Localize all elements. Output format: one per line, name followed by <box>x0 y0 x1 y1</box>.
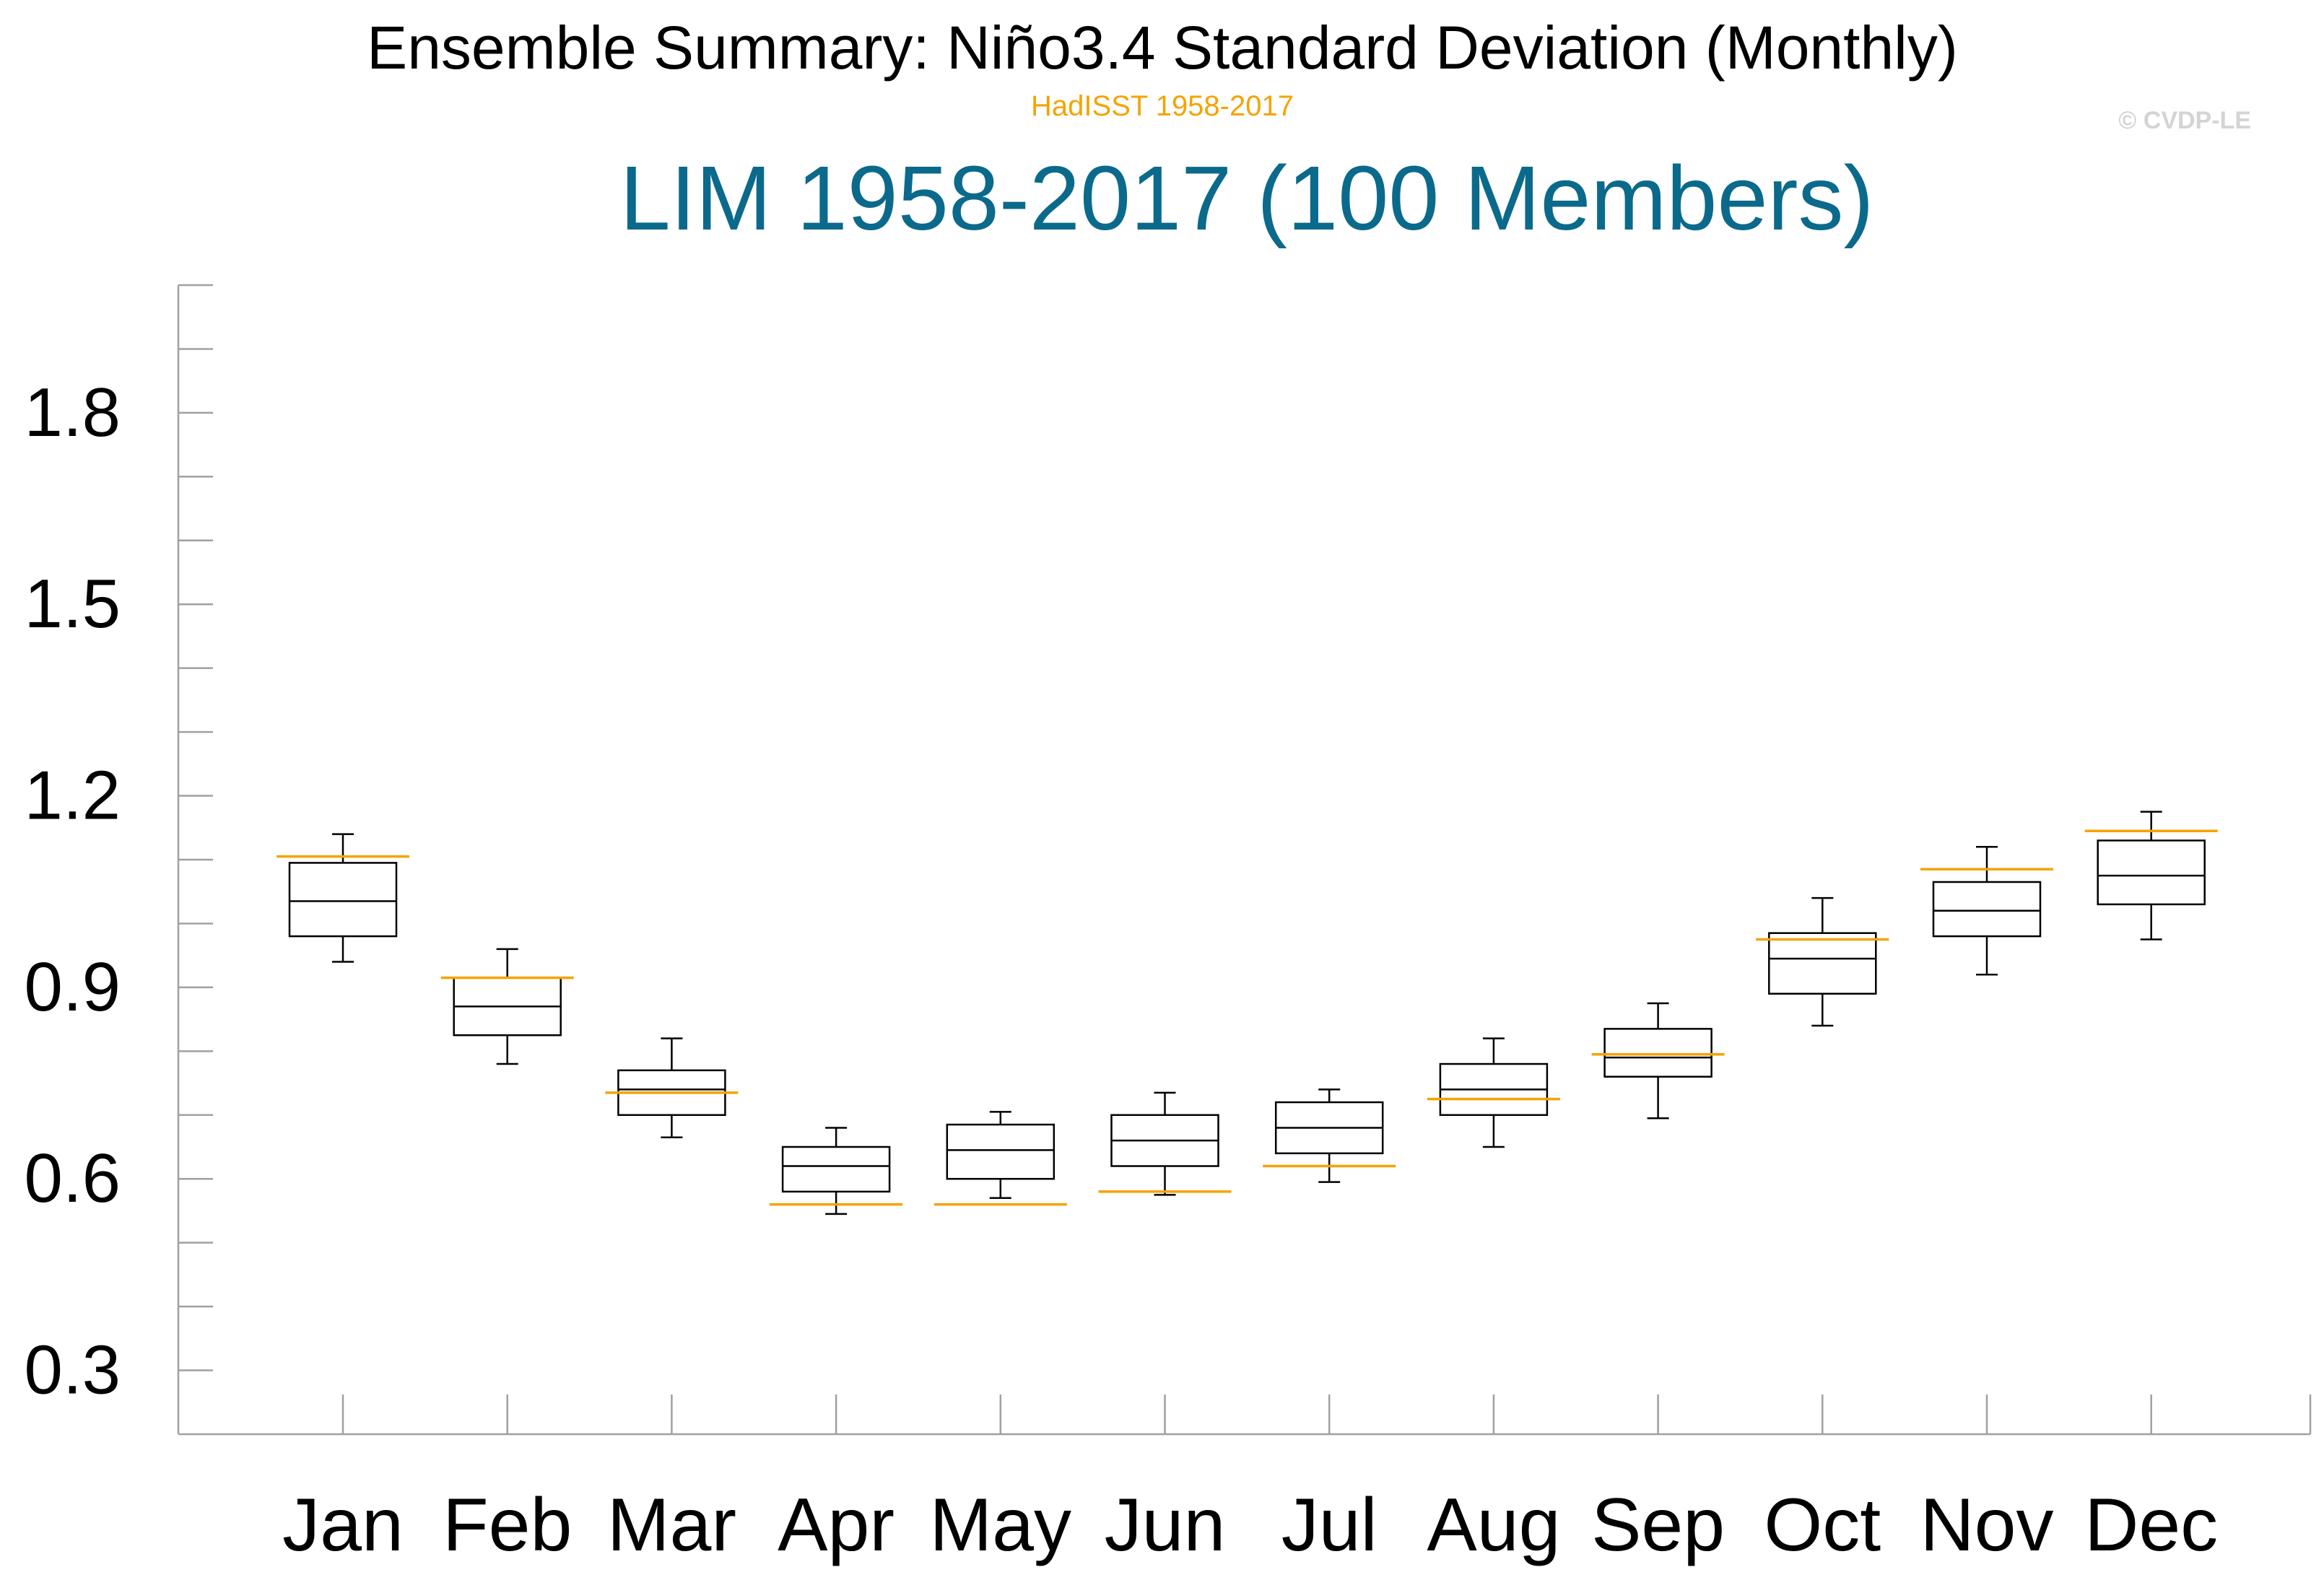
box-nov <box>1932 846 2042 976</box>
box-jan <box>288 833 398 963</box>
x-tick-label: Jul <box>1281 1483 1378 1567</box>
x-tick-label: Feb <box>443 1483 572 1567</box>
x-tick-label: Dec <box>2084 1483 2218 1567</box>
box-dec <box>2097 811 2206 940</box>
y-tick-label: 0.6 <box>25 1140 121 1217</box>
box-feb <box>453 948 562 1065</box>
box-oct <box>1768 896 1877 1027</box>
chart-title: Ensemble Summary: Niño3.4 Standard Devia… <box>367 14 1958 82</box>
box-sep <box>1603 1002 1712 1120</box>
box-mar <box>617 1037 726 1138</box>
x-tick-label: Jan <box>282 1483 404 1567</box>
box-iqr <box>946 1123 1056 1180</box>
x-tick-label: Mar <box>607 1483 736 1567</box>
observation-series <box>277 829 2218 1206</box>
y-tick-label: 1.2 <box>25 757 121 834</box>
x-tick-label: May <box>930 1483 1071 1567</box>
box-iqr <box>1932 881 2042 938</box>
box-jul <box>1274 1088 1384 1183</box>
box-aug <box>1439 1037 1549 1148</box>
x-axis-ticks: Jan Feb Mar Apr May Jun Jul Aug Sep Oct Nov Dec <box>282 1395 2218 1567</box>
box-iqr <box>781 1145 891 1193</box>
box-may <box>946 1111 1056 1200</box>
x-tick-label: Apr <box>778 1483 895 1567</box>
box-iqr <box>2097 839 2206 906</box>
x-tick-label: Sep <box>1591 1483 1725 1567</box>
y-tick-label: 1.8 <box>25 374 121 451</box>
x-tick-label: Oct <box>1764 1483 1881 1567</box>
x-tick-label: Nov <box>1920 1483 2054 1567</box>
box-iqr <box>288 862 398 938</box>
box-series <box>288 811 2206 1216</box>
x-tick-label: Aug <box>1427 1483 1560 1567</box>
box-iqr <box>1768 932 1877 995</box>
x-tick-label: Jun <box>1105 1483 1226 1567</box>
y-axis-ticks: 0.3 0.6 0.9 1.2 1.5 1.8 <box>25 284 213 1409</box>
box-iqr <box>1603 1028 1712 1078</box>
panel-title: LIM 1958-2017 (100 Members) <box>620 147 1874 249</box>
chart-subtitle: HadISST 1958-2017 <box>1031 90 1294 122</box>
y-tick-label: 0.3 <box>25 1332 121 1409</box>
box-jun <box>1110 1091 1219 1196</box>
copyright-label: © CVDP-LE <box>2118 107 2251 134</box>
y-tick-label: 0.9 <box>25 948 121 1026</box>
box-apr <box>781 1127 891 1216</box>
plot-axes <box>177 285 2312 1436</box>
y-tick-label: 1.5 <box>25 565 121 642</box>
